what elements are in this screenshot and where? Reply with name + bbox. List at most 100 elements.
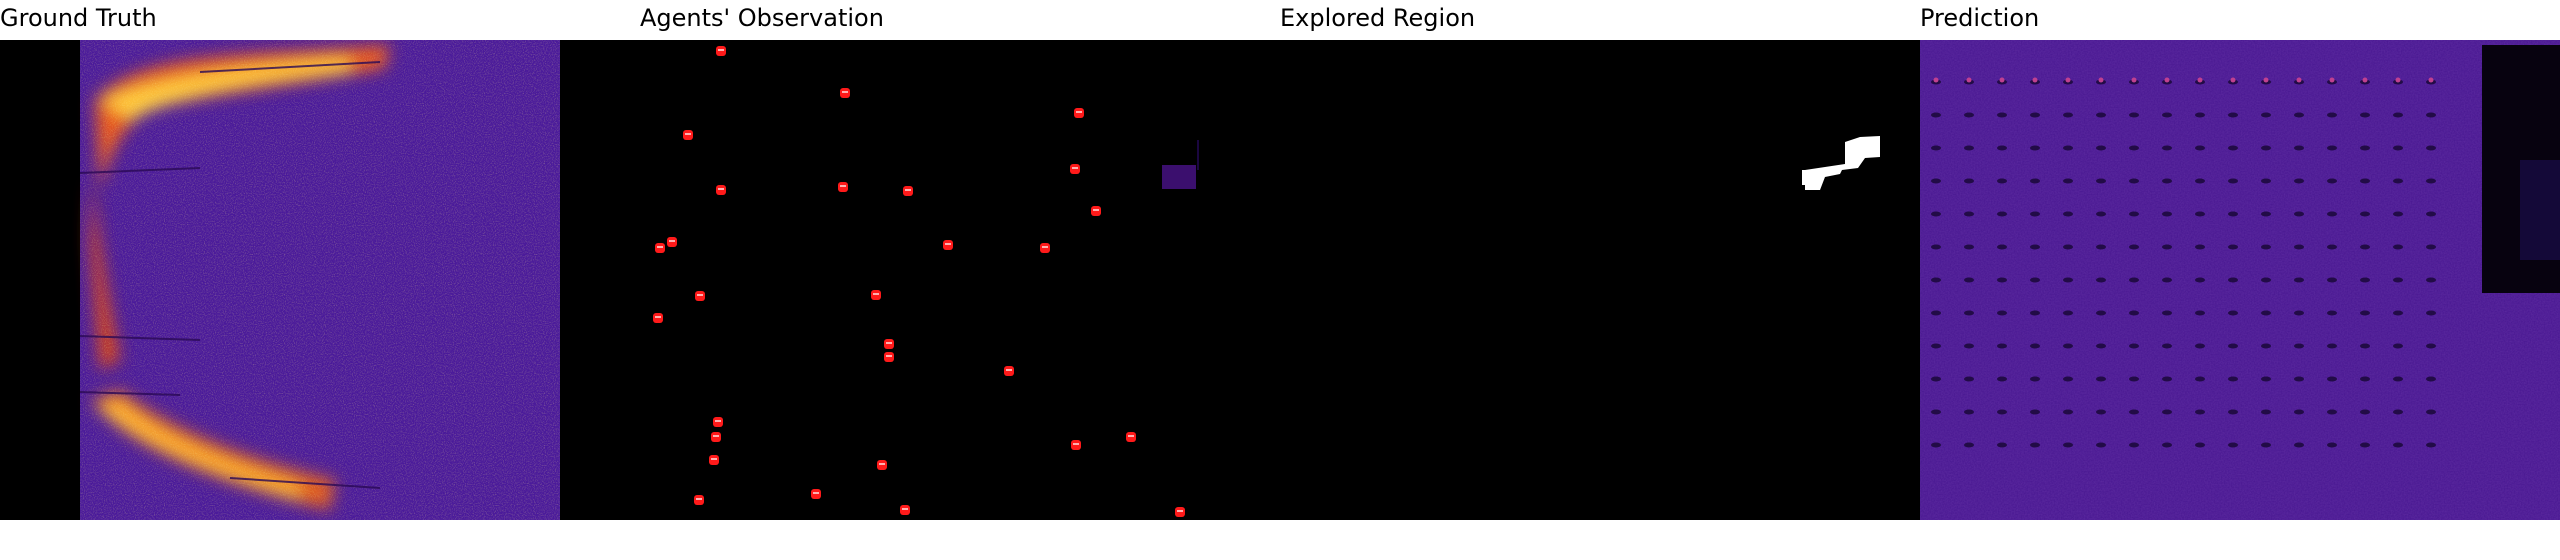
prediction-artifact <box>2327 178 2337 184</box>
ground-truth-panel <box>0 40 640 520</box>
prediction-artifact <box>1931 145 1941 151</box>
prediction-artifact <box>2362 77 2368 83</box>
prediction-artifact <box>2228 178 2238 184</box>
explored-region-title: Explored Region <box>1280 4 1476 32</box>
prediction-artifact <box>2096 112 2106 118</box>
prediction-artifact <box>2294 211 2304 217</box>
prediction-artifact <box>2360 178 2370 184</box>
prediction-artifact <box>2030 112 2040 118</box>
prediction-artifact <box>2162 244 2172 250</box>
prediction-artifact <box>2327 310 2337 316</box>
prediction-heatmap <box>1920 40 2560 520</box>
prediction-artifact <box>2030 211 2040 217</box>
prediction-artifact <box>2360 376 2370 382</box>
agent-marker <box>683 130 693 140</box>
prediction-artifact <box>1931 310 1941 316</box>
prediction-artifact <box>2360 409 2370 415</box>
prediction-artifact <box>2327 211 2337 217</box>
prediction-artifact <box>2426 178 2436 184</box>
agent-marker <box>840 88 850 98</box>
prediction-artifact <box>2294 409 2304 415</box>
agent-marker <box>655 243 665 253</box>
prediction-artifact <box>2162 343 2172 349</box>
agent-marker <box>694 495 704 505</box>
agent-marker <box>1091 206 1101 216</box>
agent-marker <box>900 505 910 515</box>
prediction-artifact <box>1964 409 1974 415</box>
prediction-artifact <box>2195 277 2205 283</box>
prediction-artifact <box>2393 112 2403 118</box>
prediction-artifact <box>2327 343 2337 349</box>
prediction-artifact <box>2063 442 2073 448</box>
prediction-artifact <box>2063 409 2073 415</box>
explored-region-map <box>1802 136 1880 190</box>
prediction-artifact <box>2327 244 2337 250</box>
prediction-artifact <box>2195 442 2205 448</box>
observation-map <box>653 46 1199 517</box>
prediction-artifact <box>2296 77 2302 83</box>
prediction-panel <box>1920 40 2560 520</box>
prediction-artifact <box>2329 77 2335 83</box>
prediction-artifact <box>1966 77 1972 83</box>
prediction-artifact <box>2162 211 2172 217</box>
prediction-artifact <box>2129 112 2139 118</box>
prediction-artifact <box>2228 145 2238 151</box>
agent-marker <box>653 313 663 323</box>
prediction-artifact <box>2195 244 2205 250</box>
prediction-artifact <box>1997 277 2007 283</box>
prediction-artifact <box>2294 178 2304 184</box>
prediction-artifact <box>1997 409 2007 415</box>
agents-observation-title: Agents' Observation <box>640 4 884 32</box>
prediction-artifact <box>2426 211 2436 217</box>
agent-marker <box>1175 507 1185 517</box>
prediction-artifact <box>2195 343 2205 349</box>
prediction-artifact <box>2129 343 2139 349</box>
prediction-artifact <box>2129 277 2139 283</box>
prediction-artifact <box>2261 244 2271 250</box>
prediction-artifact <box>2261 409 2271 415</box>
agent-marker <box>1126 432 1136 442</box>
prediction-artifact <box>2393 310 2403 316</box>
prediction-artifact <box>2096 376 2106 382</box>
prediction-artifact <box>2360 442 2370 448</box>
prediction-artifact <box>2096 244 2106 250</box>
agent-marker <box>711 432 721 442</box>
prediction-artifact <box>1964 178 1974 184</box>
agent-marker <box>943 240 953 250</box>
prediction-artifact <box>2096 409 2106 415</box>
prediction-artifact <box>2129 145 2139 151</box>
explored-region-panel <box>1280 40 1920 520</box>
prediction-artifact <box>2393 409 2403 415</box>
prediction-artifact <box>2030 409 2040 415</box>
agent-marker <box>877 460 887 470</box>
prediction-artifact <box>2395 77 2401 83</box>
agent-marker <box>811 489 821 499</box>
prediction-artifact <box>2096 310 2106 316</box>
prediction-artifact <box>2063 178 2073 184</box>
prediction-artifact <box>2129 442 2139 448</box>
prediction-artifact <box>2261 112 2271 118</box>
prediction-dark-edge <box>2520 160 2560 260</box>
prediction-artifact <box>2030 178 2040 184</box>
prediction-artifact <box>2030 145 2040 151</box>
prediction-artifact <box>2129 211 2139 217</box>
prediction-artifact <box>2426 244 2436 250</box>
prediction-artifact <box>2360 343 2370 349</box>
prediction-artifact <box>1964 442 1974 448</box>
explored-area <box>1802 136 1880 190</box>
prediction-artifact <box>2030 244 2040 250</box>
prediction-artifact <box>2129 409 2139 415</box>
prediction-artifact <box>1931 442 1941 448</box>
prediction-title: Prediction <box>1920 4 2040 32</box>
prediction-artifact <box>1997 310 2007 316</box>
prediction-artifact <box>1997 178 2007 184</box>
prediction-artifact <box>2195 310 2205 316</box>
prediction-artifacts <box>1931 77 2436 448</box>
observed-patch <box>1162 165 1196 189</box>
prediction-artifact <box>2393 244 2403 250</box>
prediction-artifact <box>2261 442 2271 448</box>
prediction-artifact <box>2063 310 2073 316</box>
prediction-artifact <box>2294 244 2304 250</box>
prediction-artifact <box>1964 277 1974 283</box>
prediction-artifact <box>2327 409 2337 415</box>
